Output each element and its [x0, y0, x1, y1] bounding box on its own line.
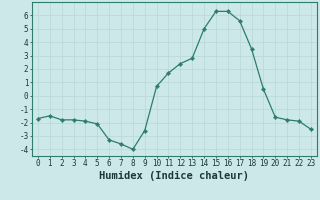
X-axis label: Humidex (Indice chaleur): Humidex (Indice chaleur): [100, 171, 249, 181]
